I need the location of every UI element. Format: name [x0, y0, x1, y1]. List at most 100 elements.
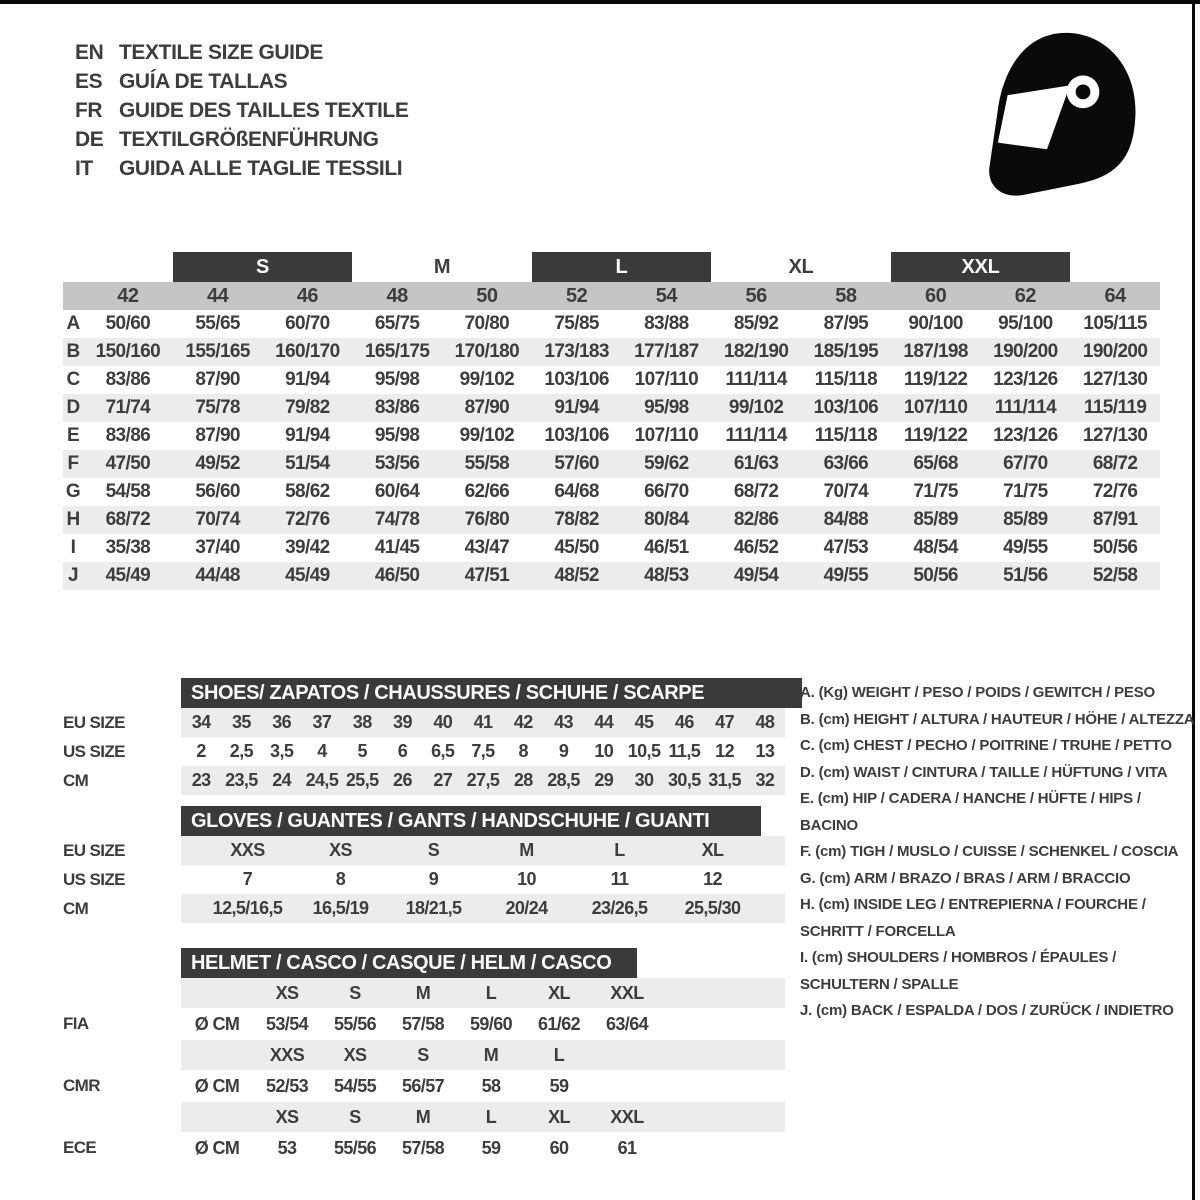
value-cell: 55/56	[333, 1137, 377, 1158]
helmet-values-row-cmr: CMR Ø CM 52/53 54/55 56/57 58 59	[63, 1071, 793, 1101]
measure-cell: 48/54	[913, 537, 958, 558]
value-cell: 5	[357, 741, 367, 761]
legend-line: F. (cm) TIGH / MUSLO / CUISSE / SCHENKEL…	[800, 843, 1179, 860]
shoes-row: EU SIZE 34 35 36 37 38 39 40 41 42 43 44 45 46 47 48	[63, 708, 793, 737]
measure-cell: 99/102	[459, 369, 515, 390]
gloves-rows: EU SIZE XXS XS S M L XL US SIZE 7 8 9 10 11 12 CM 12,5/…	[63, 836, 793, 923]
value-cell: 28	[513, 770, 533, 790]
measure-cell: 65/75	[374, 313, 420, 334]
legend-item-f: F. (cm) TIGH / MUSLO / CUISSE / SCHENKEL…	[800, 839, 1198, 866]
helmet-sizes-row-fia: XS S M L XL XXL	[63, 978, 793, 1008]
size-group-m: M	[433, 256, 451, 278]
measure-cell: 78/82	[554, 509, 599, 530]
measure-cell: 160/170	[275, 341, 340, 362]
measure-cell: 115/119	[1083, 397, 1147, 418]
language-row: FR GUIDE DES TAILLES TEXTILE	[75, 96, 409, 125]
value-cell: 36	[272, 712, 292, 732]
value-cell: 47	[715, 712, 734, 732]
value-cell: 25,5	[345, 770, 379, 790]
value-cell: 58	[481, 1075, 501, 1096]
measure-row-i: I 35/38 37/40 39/42 41/45 43/47 45/50 46/51 46/5…	[63, 534, 1160, 562]
value-cell: 37	[312, 712, 332, 732]
value-cell: 20/24	[505, 898, 548, 918]
measure-cell: 80/84	[644, 509, 689, 530]
language-code: ES	[75, 69, 103, 93]
measure-cell: 123/126	[993, 425, 1058, 446]
row-key: F	[67, 453, 79, 474]
top-border-line	[0, 0, 1200, 4]
measure-cell: 50/56	[913, 565, 958, 586]
value-cell: M	[519, 840, 534, 860]
standard-label: ECE	[63, 1138, 97, 1157]
measure-cell: 150/160	[95, 341, 161, 362]
value-cell: 24,5	[305, 770, 339, 790]
size-cell: XXL	[610, 1106, 644, 1127]
value-cell: 24	[272, 770, 292, 790]
value-cell: 2,5	[229, 741, 254, 761]
legend-item-c: C. (cm) CHEST / PECHO / POITRINE / TRUHE…	[800, 733, 1198, 760]
value-cell: 45	[634, 712, 654, 732]
measure-cell: 103/106	[544, 425, 609, 446]
measure-cell: 71/75	[1003, 481, 1048, 502]
shoes-values: 34 35 36 37 38 39 40 41 42 43 44 45 46 47 48	[181, 708, 785, 737]
value-cell: 12	[703, 869, 722, 889]
measure-cell: 50/60	[105, 313, 151, 334]
row-key: A	[66, 313, 80, 334]
size-number-cell: 44	[207, 284, 229, 307]
helmet-values: Ø CM 53 55/56 57/58 59 60 61	[181, 1133, 785, 1163]
measure-cell: 52/58	[1092, 565, 1138, 586]
value-cell: 27,5	[466, 770, 500, 790]
measure-cell: 41/45	[374, 537, 420, 558]
language-code: FR	[75, 98, 103, 122]
helmet-sizes-row-ece: XS S M L XL XXL	[63, 1102, 793, 1132]
measure-cell: 127/130	[1082, 369, 1148, 390]
measure-cell: 48/52	[554, 565, 599, 586]
size-cell: XS	[275, 982, 299, 1003]
measure-cell: 45/49	[285, 565, 330, 586]
measure-cell: 43/47	[464, 537, 510, 558]
measure-cell: 190/200	[993, 341, 1058, 362]
measure-cell: 72/76	[1092, 481, 1138, 502]
measure-row-d: D 71/74 75/78 79/82 83/86 87/90 91/94 95/98 99/1…	[63, 394, 1160, 422]
value-cell: 3,5	[270, 741, 294, 761]
value-cell: 56/57	[401, 1075, 445, 1096]
size-number-cell: 64	[1104, 284, 1127, 307]
value-cell: 34	[191, 712, 211, 732]
row-key: B	[66, 341, 80, 362]
value-cell: 6	[397, 741, 408, 761]
measure-cell: 107/110	[634, 425, 699, 446]
size-cell: S	[417, 1044, 429, 1065]
size-cell: L	[485, 982, 497, 1003]
shoes-rows: EU SIZE 34 35 36 37 38 39 40 41 42 43 44 45 46 47 48 US …	[63, 708, 793, 795]
measure-cell: 91/94	[285, 369, 330, 390]
measure-row-c: C 83/86 87/90 91/94 95/98 99/102 103/106 107/11…	[63, 366, 1160, 394]
right-border-line	[1192, 0, 1195, 1200]
value-cell: 10,5	[627, 741, 661, 761]
measure-cell: 76/80	[464, 509, 510, 530]
measure-cell: 64/68	[554, 481, 599, 502]
value-cell: 9	[558, 741, 569, 761]
measure-cell: 47/50	[105, 453, 151, 474]
size-number-cell: 62	[1014, 284, 1037, 307]
measure-cell: 83/88	[644, 313, 689, 334]
size-cell: S	[349, 982, 361, 1003]
value-cell: 23,5	[225, 770, 258, 790]
legend-item-g: G. (cm) ARM / BRAZO / BRAS / ARM / BRACC…	[800, 866, 1198, 893]
row-key: J	[68, 565, 79, 586]
value-cell: 54/55	[333, 1075, 377, 1096]
size-group-s: S	[172, 252, 353, 282]
measure-row-b: B 150/160 155/165 160/170 165/175 170/180 173/…	[63, 338, 1160, 366]
measure-cell: 37/40	[195, 537, 240, 558]
measure-cell: 55/58	[464, 453, 510, 474]
size-cell: M	[415, 1106, 431, 1127]
measure-cell: 70/80	[464, 313, 510, 334]
value-cell: 59/60	[469, 1013, 513, 1034]
standard-label: FIA	[63, 1014, 89, 1033]
value-cell: 31,5	[708, 770, 741, 790]
measure-cell: 72/76	[285, 509, 330, 530]
legend-line: SCHRITT / FORCELLA	[800, 922, 956, 940]
measure-cell: 60/64	[374, 481, 420, 502]
value-cell: 57/58	[401, 1137, 445, 1158]
value-cell: 57/58	[401, 1013, 445, 1034]
